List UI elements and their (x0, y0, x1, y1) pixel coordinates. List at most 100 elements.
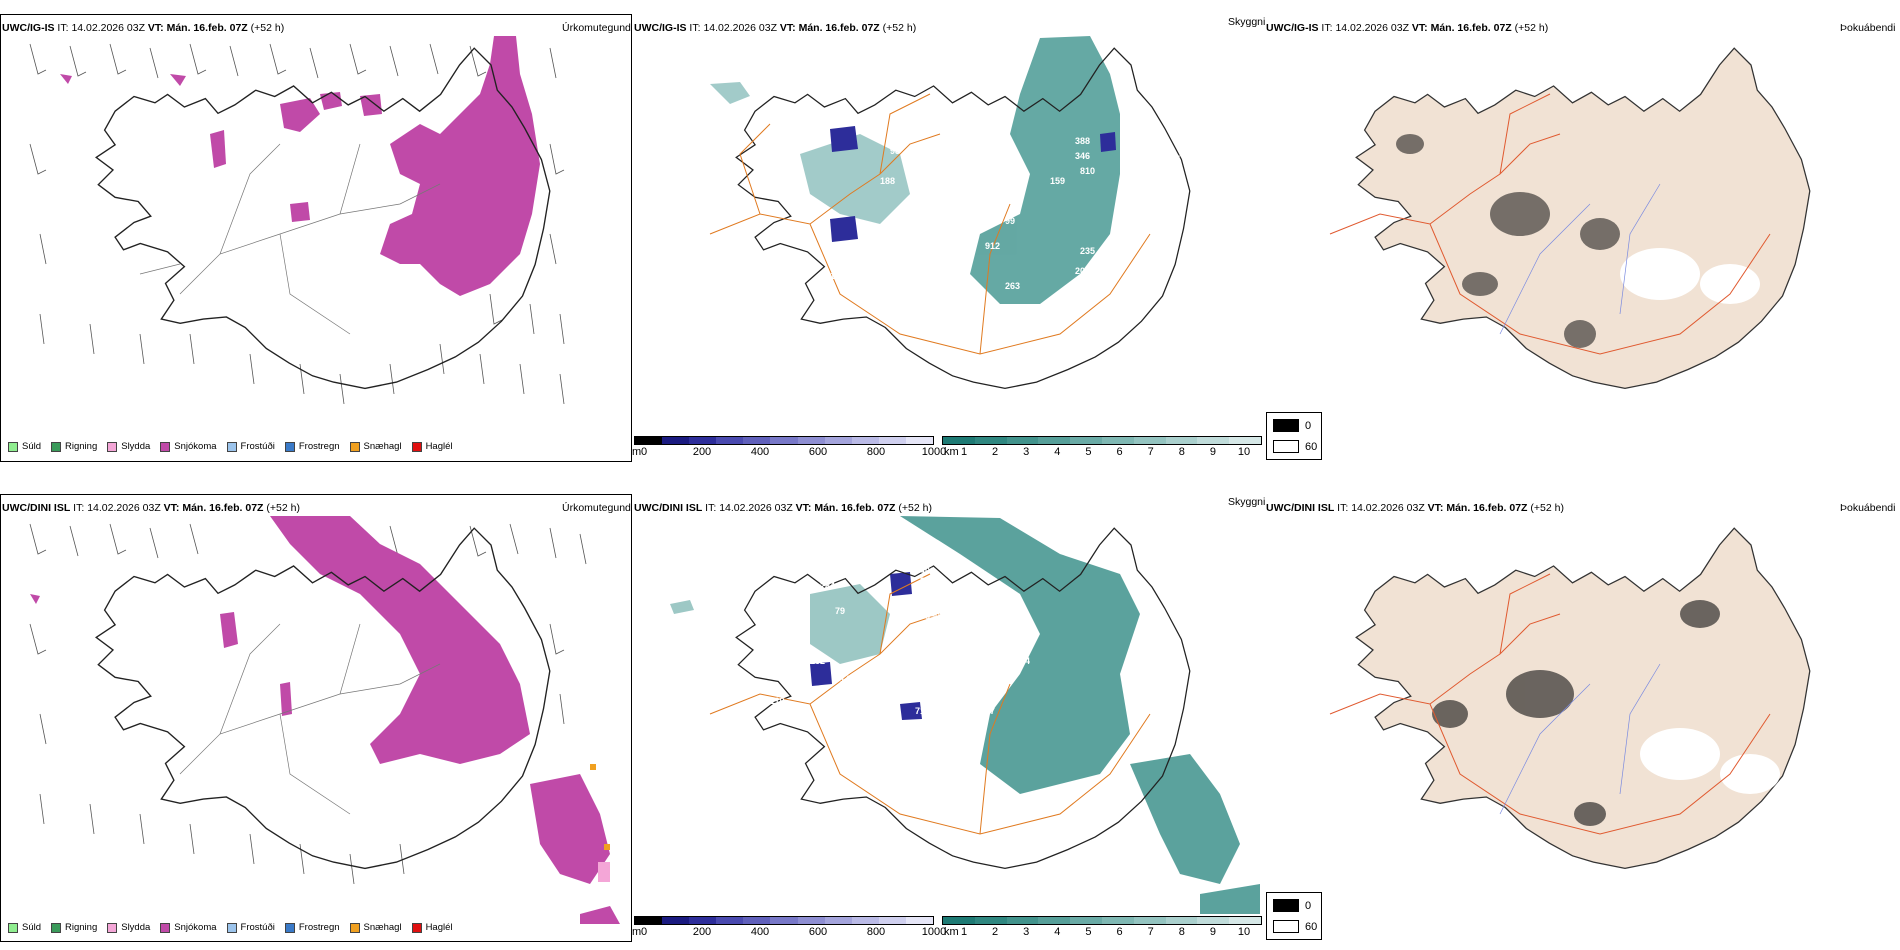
model-name: UWC/DINI ISL (1266, 502, 1335, 514)
visibility-value: 136 (910, 556, 925, 566)
visibility-value: 146 (905, 656, 920, 666)
colorbar-tick: 4 (1054, 446, 1061, 458)
visibility-value: 384 (920, 576, 935, 586)
swatch (226, 441, 237, 452)
colorbar-step (1101, 437, 1134, 444)
visibility-value: 147 (840, 674, 855, 684)
colorbar-tick: 5 (1085, 446, 1092, 458)
vt-label: VT: (163, 502, 180, 514)
swatch (107, 441, 118, 452)
legend-label: Slydda (121, 922, 151, 933)
visibility-value: 300 (918, 598, 933, 608)
snow-areas (30, 516, 620, 924)
visibility-value: 263 (1005, 281, 1020, 291)
visibility-value: 912 (985, 241, 1000, 251)
map-frame (0, 494, 632, 942)
swatch (8, 441, 18, 452)
colorbar-tick: 10 (1237, 926, 1251, 938)
legend-label: Súld (22, 441, 42, 452)
colorbar-tick: 3 (1023, 926, 1030, 938)
model-name: UWC/IG-IS (2, 22, 55, 34)
colorbar-step (797, 437, 825, 444)
colorbar-step (1197, 437, 1230, 444)
fog-patches (1396, 134, 1620, 348)
swatch (160, 441, 171, 452)
visibility-value: 50 (1110, 266, 1120, 276)
vt-label: VT: (147, 22, 164, 34)
colorbar-tick: 800 (866, 926, 886, 938)
legend-item: Haglél (411, 441, 453, 452)
it-value: 14.02.2026 03Z (719, 502, 793, 514)
visibility-value: 747 (1120, 106, 1135, 116)
legend-item: Súld (8, 922, 41, 933)
graupel (590, 764, 610, 850)
colorbar-tick: 1 (960, 926, 968, 938)
visibility-value: 242 (1120, 151, 1135, 161)
visibility-value: 328 (975, 146, 990, 156)
cloud-header-row2: UWC/DINI ISL IT: 14.02.2026 03Z VT: Mán.… (1266, 502, 1564, 514)
colorbar-tick: 2 (992, 926, 999, 938)
colorbar-tick: 4 (1054, 926, 1061, 938)
legend-label: Frostúði (240, 922, 275, 933)
swatch (411, 441, 422, 452)
rivers (1499, 663, 1661, 815)
legend-label: Snjókoma (174, 922, 217, 933)
legend-item: Snjókoma (160, 441, 217, 452)
visibility-value: 176 (905, 201, 920, 211)
it-value: 14.02.2026 03Z (1335, 22, 1409, 34)
colorbar-step (1038, 437, 1071, 444)
roads (139, 143, 441, 335)
colorbar-tick: 0 (640, 926, 648, 938)
precip-legend-row1: Súld Rigning Slydda Snjókoma Frostúði Fr… (8, 441, 453, 452)
lead-time: (+52 h) (1514, 22, 1549, 34)
vis-m-ticks-row2: 0 200 400 600 800 1000 (640, 926, 946, 940)
legend-swatch-white (1273, 920, 1299, 933)
vis-m-unit: m (632, 926, 642, 938)
colorbar-step (1070, 917, 1102, 924)
lead-time: (+52 h) (266, 502, 300, 514)
colorbar-step (1006, 917, 1039, 924)
legend-item: Snæhagl (349, 441, 402, 452)
colorbar-step (1070, 437, 1102, 444)
it-label: IT: (1321, 22, 1333, 34)
wind-barbs (29, 523, 587, 885)
vt-label: VT: (1427, 502, 1444, 514)
colorbar-step (851, 437, 879, 444)
precip-legend-row2: Súld Rigning Slydda Snjókoma Frostúði Fr… (8, 922, 453, 933)
cloud-map-row1 (1329, 47, 1811, 390)
vis-m-areas (810, 572, 922, 720)
swatch (107, 922, 118, 933)
visibility-value: 73 (920, 191, 930, 201)
legend-item: Súld (8, 441, 41, 452)
vis-km-areas (710, 36, 1120, 304)
colorbar-step (1101, 917, 1134, 924)
visibility-value: 388 (1075, 136, 1090, 146)
vt-value: Mán. 16.feb. 07Z (166, 22, 248, 34)
vt-label: VT: (779, 22, 796, 34)
legend-label: Slydda (121, 441, 151, 452)
colorbar-tick: 6 (1116, 926, 1123, 938)
panel-title-vis-row2: Skyggni (1228, 496, 1266, 508)
visibility-value: 261 (910, 626, 925, 636)
colorbar-tick: 200 (692, 926, 712, 938)
colorbar-tick: 1000 (921, 446, 947, 458)
legend-item: Frostregn (284, 441, 340, 452)
roads (709, 573, 1151, 835)
visibility-value: 175 (955, 278, 970, 288)
precip-map-row1 (29, 36, 565, 405)
colorbar-step (974, 437, 1007, 444)
roads (1329, 93, 1771, 355)
visibility-value: 132 (810, 656, 825, 666)
visibility-value: 159 (1050, 176, 1065, 186)
legend-swatch-white (1273, 440, 1299, 453)
map-frame (0, 14, 632, 462)
colorbar-step (635, 917, 663, 924)
colorbar-tick: 5 (1085, 926, 1092, 938)
legend-label: 0 (1305, 420, 1312, 432)
cloud-legend-row2: 0 60 (1266, 892, 1322, 940)
precip-panel-row2 (0, 494, 632, 942)
vis-m-colorbar-row2 (634, 916, 934, 925)
vis-km-unit: km (944, 926, 959, 938)
colorbar-tick: 3 (1023, 446, 1030, 458)
